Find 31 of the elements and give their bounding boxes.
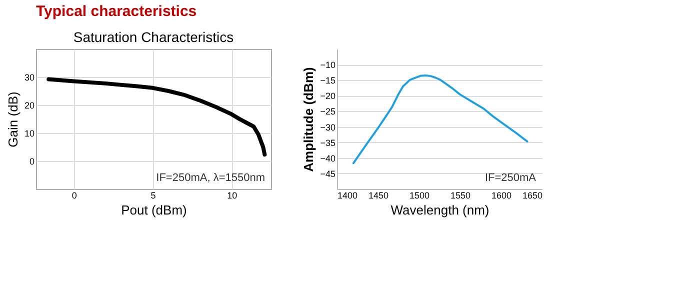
x-tick-label: 1450 [368,190,389,200]
x-tick-label: 1650 [522,190,542,200]
x-tick-label: 1550 [450,190,471,200]
line-series [46,77,267,157]
x-axis-title: Pout (dBm) [121,202,187,218]
y-tick-label: −25 [320,106,336,117]
y-tick-label: −35 [320,138,336,148]
x-tick-label: 1600 [491,190,512,200]
text: Typical characteristics [36,3,197,20]
x-tick-label: 10 [227,190,238,200]
line-series [352,74,528,164]
x-axis-title: Wavelength (nm) [390,202,490,218]
y-tick-label: 20 [24,100,34,110]
chart-title: Saturation Characteristics [73,29,234,45]
y-tick-label: −10 [320,60,336,70]
y-tick-label: 10 [24,128,34,138]
x-tick-label: 1500 [409,190,430,200]
x-tick-label: 1400 [338,190,358,200]
y-tick-label: 0 [29,156,34,166]
y-tick-label: 30 [24,72,34,82]
y-tick-label: −30 [320,122,336,132]
x-tick-label: 0 [72,190,77,200]
y-axis-title: Gain (dB) [5,92,20,148]
y-tick-label: −20 [320,91,336,102]
y-tick-label: −45 [320,168,336,179]
x-tick-label: 5 [150,190,156,200]
y-axis-title: Amplitude (dBm) [301,67,316,172]
annotation: IF=250mA [484,172,537,184]
y-tick-label: −40 [320,153,336,164]
annotation: IF=250mA, λ=1550nm [156,172,265,184]
y-tick-label: −15 [320,76,336,86]
